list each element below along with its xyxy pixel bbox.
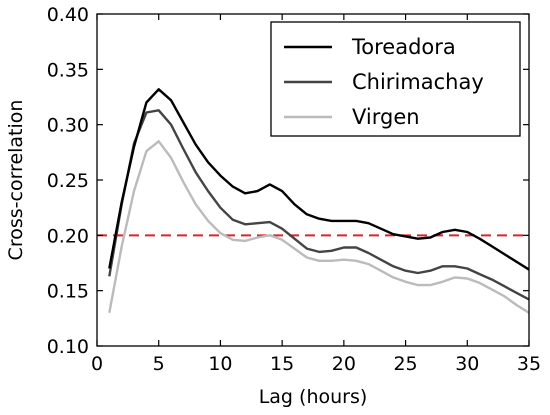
y-tick-label: 0.20 <box>47 225 89 247</box>
y-tick-label: 0.25 <box>47 170 89 192</box>
x-tick-label: 10 <box>208 353 232 375</box>
series-layer <box>108 88 529 314</box>
y-tick-label: 0.30 <box>47 115 89 137</box>
x-tick-label: 5 <box>153 353 165 375</box>
x-tick-label: 0 <box>91 353 103 375</box>
x-tick-label: 30 <box>455 353 479 375</box>
legend-label-chirimachay: Chirimachay <box>352 70 484 94</box>
series-line-toreadora <box>108 88 529 271</box>
y-tick-label: 0.10 <box>47 336 89 358</box>
y-tick-label: 0.35 <box>47 59 89 81</box>
x-tick-label: 35 <box>517 353 541 375</box>
series-line-virgen <box>108 140 529 314</box>
y-tick-label: 0.15 <box>47 281 89 303</box>
legend-label-toreadora: Toreadora <box>351 35 456 59</box>
legend-label-virgen: Virgen <box>352 105 420 129</box>
x-tick-label: 15 <box>270 353 294 375</box>
y-axis-label: Cross-correlation <box>5 100 27 261</box>
axis-ticks: 0 5 10 15 20 25 30 35 0.10 0.15 0.20 0.25 0.30 0.35 0.… <box>47 4 541 375</box>
x-tick-label: 20 <box>332 353 356 375</box>
y-tick-label: 0.40 <box>47 4 89 26</box>
legend: Toreadora Chirimachay Virgen <box>270 21 521 137</box>
x-axis-label: Lag (hours) <box>259 386 368 408</box>
x-tick-label: 25 <box>393 353 417 375</box>
series-line-chirimachay <box>108 109 529 301</box>
